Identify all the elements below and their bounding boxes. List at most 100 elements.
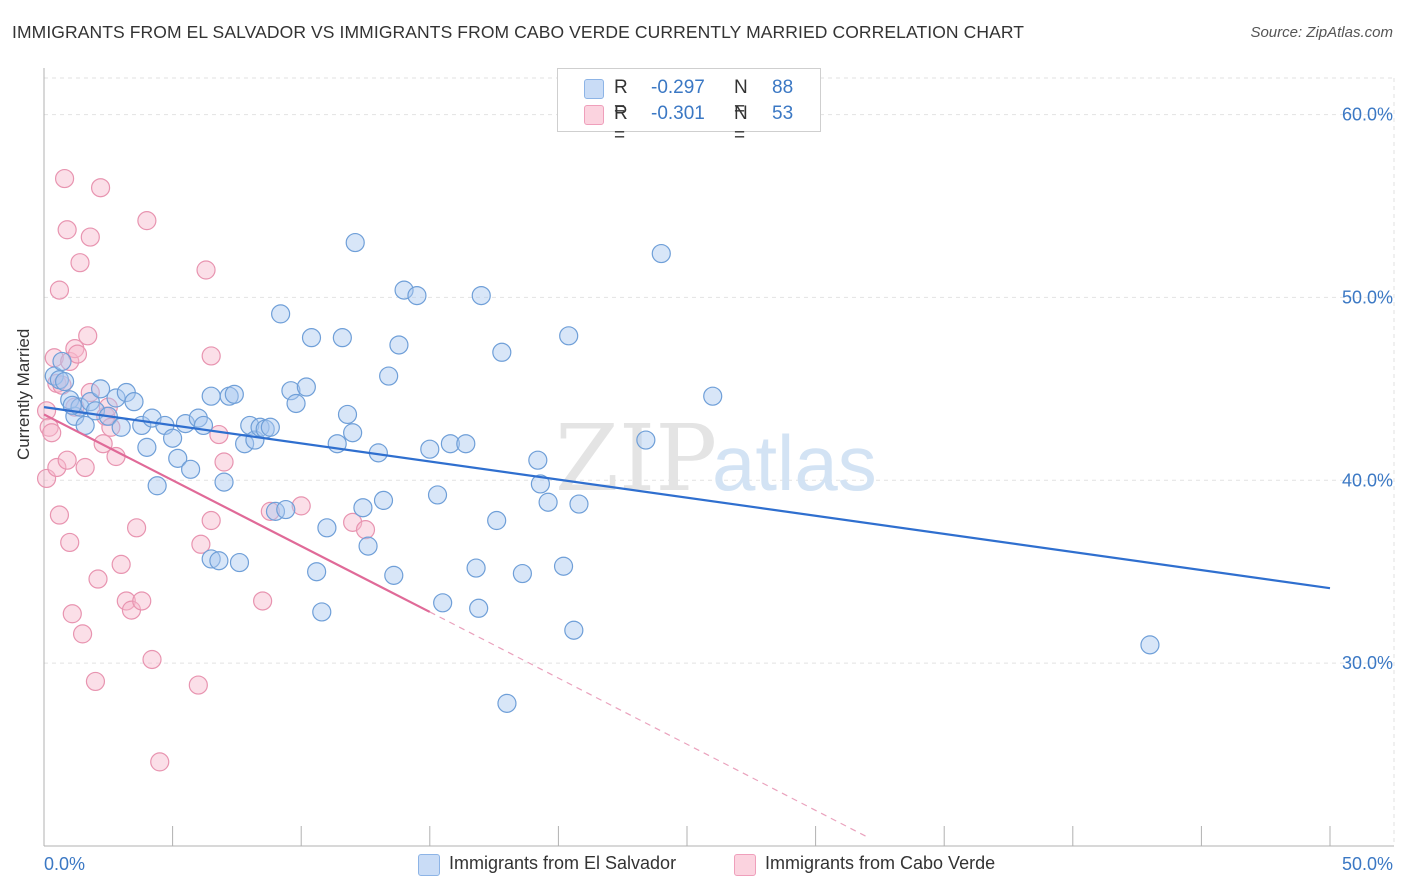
cabo-verde-point bbox=[36, 401, 57, 421]
cabo-verde-point bbox=[214, 452, 234, 472]
el-salvador-point bbox=[286, 393, 306, 414]
cabo-verde-point bbox=[291, 496, 311, 516]
cabo-verde-point bbox=[49, 280, 70, 300]
y-tick-label: 30.0% bbox=[1342, 653, 1393, 673]
watermark-atlas: atlas bbox=[712, 419, 877, 507]
el-salvador-point bbox=[281, 381, 301, 401]
cabo-verde-point bbox=[88, 569, 108, 589]
cabo-verde-point bbox=[62, 604, 82, 624]
cabo-verde-point bbox=[60, 351, 80, 372]
el-salvador-point bbox=[353, 498, 373, 518]
el-salvador-point bbox=[487, 510, 507, 531]
el-salvador-point bbox=[538, 492, 558, 512]
el-salvador-point bbox=[224, 384, 244, 404]
el-salvador-point bbox=[379, 366, 399, 386]
r-value: -0.297 bbox=[651, 77, 705, 98]
el-salvador-point bbox=[337, 404, 358, 425]
cabo-verde-point bbox=[132, 591, 152, 611]
cabo-verde-point bbox=[60, 532, 80, 553]
r-label: R = bbox=[614, 77, 628, 120]
cabo-verde-point bbox=[116, 591, 136, 611]
tick-labels: 30.0% 40.0% 50.0% 60.0% 0.0% 50.0% bbox=[44, 105, 1393, 874]
watermark-zip: ZIP bbox=[555, 405, 717, 512]
el-salvador-point bbox=[111, 417, 131, 437]
cabo-verde-point bbox=[191, 534, 211, 554]
cabo-verde-point bbox=[57, 450, 77, 470]
cabo-verde-point bbox=[126, 518, 147, 538]
cabo-verde-point bbox=[150, 752, 170, 772]
el-salvador-point bbox=[497, 693, 517, 713]
el-salvador-point bbox=[512, 563, 532, 584]
cabo-verde-point bbox=[57, 220, 77, 240]
stats-swatch-blue bbox=[584, 79, 604, 99]
el-salvador-point bbox=[137, 437, 157, 457]
el-salvador-point bbox=[193, 415, 214, 436]
n-value: 53 bbox=[772, 103, 794, 124]
el-salvador-point bbox=[214, 472, 234, 492]
cabo-verde-point bbox=[49, 505, 70, 525]
cabo-verde-point bbox=[355, 520, 376, 540]
el-salvador-point bbox=[301, 328, 322, 348]
el-salvador-point bbox=[427, 485, 448, 505]
y-tick-label: 40.0% bbox=[1342, 470, 1393, 490]
el-salvador-point bbox=[1140, 635, 1160, 655]
el-salvador-point bbox=[80, 392, 100, 412]
n-label: N = bbox=[734, 77, 748, 120]
el-salvador-point bbox=[569, 494, 589, 514]
cabo-verde-points bbox=[36, 168, 376, 772]
el-salvador-point bbox=[181, 459, 201, 479]
el-salvador-point bbox=[528, 450, 548, 470]
el-salvador-point bbox=[201, 549, 221, 569]
trend-lines bbox=[43, 406, 1331, 838]
el-salvador-point bbox=[407, 286, 427, 306]
x-tick-label: 50.0% bbox=[1342, 854, 1393, 874]
el-salvador-point bbox=[389, 335, 409, 355]
cabo-verde-point bbox=[137, 211, 157, 231]
cabo-verde-point bbox=[54, 168, 75, 189]
cabo-verde-point bbox=[70, 253, 90, 273]
el-salvador-point bbox=[651, 243, 671, 264]
el-salvador-point bbox=[163, 428, 183, 448]
el-salvador-point bbox=[343, 423, 363, 443]
el-salvador-point bbox=[530, 474, 550, 494]
cabo-verde-point bbox=[85, 671, 106, 692]
el-salvador-point bbox=[433, 593, 453, 613]
cabo-verde-point bbox=[67, 344, 88, 364]
el-salvador-point bbox=[54, 371, 75, 392]
el-salvador-point bbox=[559, 326, 579, 346]
el-salvador-point bbox=[229, 552, 250, 573]
el-salvador-point bbox=[420, 439, 440, 459]
legend-swatch-blue bbox=[418, 854, 440, 876]
cabo-verde-point bbox=[201, 510, 221, 531]
stats-box: R = -0.297 N = 88 R = -0.301 N = 53 bbox=[557, 68, 821, 146]
el-salvador-point bbox=[373, 490, 394, 510]
el-salvador-point bbox=[469, 598, 489, 618]
stats-swatch-pink bbox=[584, 105, 604, 125]
cabo-verde-trend-extension bbox=[429, 611, 868, 838]
el-salvador-point bbox=[332, 328, 352, 348]
el-salvador-point bbox=[440, 434, 460, 454]
source-label: Source: ZipAtlas.com bbox=[1250, 24, 1393, 41]
el-salvador-point bbox=[307, 562, 327, 582]
el-salvador-trend-line bbox=[43, 406, 1331, 590]
legend-swatch-pink bbox=[734, 854, 756, 876]
el-salvador-point bbox=[296, 377, 316, 397]
y-tick-label: 50.0% bbox=[1342, 287, 1393, 307]
r-value: -0.301 bbox=[651, 103, 705, 124]
el-salvador-point bbox=[564, 620, 584, 640]
el-salvador-point bbox=[90, 379, 111, 399]
cabo-verde-point bbox=[80, 227, 100, 247]
el-salvador-point bbox=[106, 388, 126, 408]
cabo-verde-point bbox=[72, 624, 93, 644]
n-label: N = bbox=[734, 103, 748, 146]
axes bbox=[43, 68, 1394, 847]
el-salvador-point bbox=[260, 417, 280, 437]
cabo-verde-point bbox=[42, 423, 62, 443]
el-salvador-point bbox=[209, 551, 229, 571]
cabo-verde-point bbox=[142, 649, 162, 670]
chart-title: IMMIGRANTS FROM EL SALVADOR VS IMMIGRANT… bbox=[12, 22, 1025, 42]
cabo-verde-point bbox=[111, 554, 131, 575]
el-salvador-point bbox=[317, 518, 337, 538]
el-salvador-point bbox=[312, 602, 332, 622]
